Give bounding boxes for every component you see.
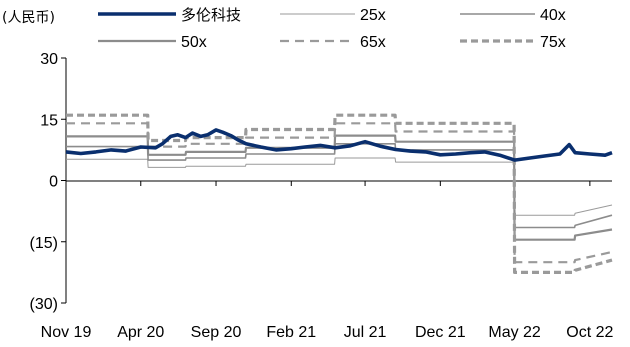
y-tick-label: (15) [30,235,58,252]
legend-label: 多伦科技 [181,6,241,24]
legend-label: 50x [181,34,207,51]
y-tick-label: 30 [40,51,58,68]
series-line-75x [66,113,613,274]
y-tick-label: 15 [40,112,58,129]
x-tick-label: Apr 20 [117,324,164,341]
series-line-多伦科技 [65,128,613,162]
y-axis: 30 15 0 (15) (30) [30,51,67,313]
x-tick-label: Dec 21 [415,324,466,341]
y-tick-label: (30) [30,296,58,313]
legend-label: 40x [540,7,566,24]
series-lines [65,113,613,274]
series-line-25x [66,157,613,216]
x-axis: Nov 19 Apr 20 Sep 20 Feb 21 Jul 21 Dec 21 May … [41,180,614,341]
legend-label: 25x [360,7,386,24]
x-tick-label: Nov 19 [41,324,92,341]
legend-label: 65x [360,34,386,51]
legend-label: 75x [540,34,566,51]
legend: 多伦科技 25x 40x 50x 65x 75x [98,6,566,51]
x-tick-label: May 22 [488,324,541,341]
x-tick-label: Sep 20 [191,324,242,341]
unit-label: (人民币) [2,10,55,26]
x-tick-label: Oct 22 [566,324,613,341]
y-tick-label: 0 [49,174,58,191]
series-line-50x [66,134,613,241]
x-tick-label: Feb 21 [266,324,316,341]
x-tick-label: Jul 21 [344,324,387,341]
